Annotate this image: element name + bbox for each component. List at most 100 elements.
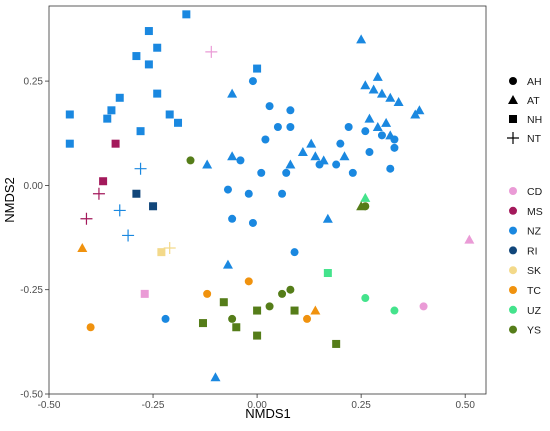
legend-color-label-sk: SK <box>527 265 541 277</box>
y-axis: -0.50 -0.25 0.00 0.25 <box>20 77 49 401</box>
point-ah-nz-92 <box>161 314 170 323</box>
point-nh-nz-9 <box>107 106 116 115</box>
point-ah-uz-103 <box>361 294 370 303</box>
point-at-tc-62 <box>310 305 321 315</box>
legend-color-sk <box>509 266 517 275</box>
point-ah-ys-94 <box>228 314 237 323</box>
legend-color-ys <box>509 325 517 334</box>
point-at-nz-50 <box>202 159 213 169</box>
point-nh-nz-5 <box>253 64 262 73</box>
point-nh-ys-27 <box>253 331 262 340</box>
point-nh-ys-23 <box>253 306 262 315</box>
point-nh-nz-8 <box>65 110 74 119</box>
point-nt-nz-32 <box>134 162 147 175</box>
color-legend: CD MS NZ RI SK TC UZ YS <box>509 186 543 337</box>
legend-color-uz <box>509 305 517 314</box>
point-ah-ys-97 <box>265 302 274 311</box>
point-ah-tc-100 <box>244 277 253 286</box>
point-nt-nz-34 <box>122 229 135 242</box>
point-at-nz-36 <box>356 34 367 44</box>
legend-color-label-ri: RI <box>527 245 538 257</box>
point-ah-uz-104 <box>390 306 399 315</box>
point-ah-tc-101 <box>303 314 312 323</box>
point-nh-uz-21 <box>323 269 332 278</box>
point-ah-nz-75 <box>390 135 399 144</box>
point-ah-nz-71 <box>344 122 353 131</box>
x-tick-label-3: 0.25 <box>351 400 371 411</box>
point-at-tc-61 <box>77 242 88 252</box>
point-nh-nz-2 <box>153 43 162 52</box>
point-ah-nz-66 <box>248 77 257 86</box>
point-at-nz-54 <box>310 151 321 161</box>
point-ah-nz-67 <box>265 102 274 111</box>
x-tick-label-4: 0.50 <box>455 400 475 411</box>
point-ah-ys-96 <box>286 285 295 294</box>
legend-shape-label-at: AT <box>527 95 540 107</box>
point-at-nz-59 <box>222 259 233 269</box>
points-layer <box>65 10 475 382</box>
y-tick-label-2: 0.00 <box>24 181 44 192</box>
point-at-nz-57 <box>285 159 296 169</box>
point-ah-tc-102 <box>86 323 95 332</box>
point-ah-nz-73 <box>377 131 386 140</box>
point-ah-nz-84 <box>348 168 357 177</box>
point-ah-nz-70 <box>286 122 295 131</box>
legend-color-label-ms: MS <box>527 206 543 218</box>
point-ah-nz-74 <box>261 135 270 144</box>
point-nh-nz-13 <box>65 139 74 148</box>
point-ah-cd-105 <box>419 302 428 311</box>
point-nt-nz-33 <box>113 204 126 217</box>
point-at-uz-63 <box>360 192 371 202</box>
point-at-nz-51 <box>227 151 238 161</box>
point-nh-ri-17 <box>132 189 141 198</box>
legend-shape-nt <box>507 132 519 144</box>
x-tick-label-0: -0.50 <box>38 400 61 411</box>
point-at-nz-40 <box>376 88 387 98</box>
point-nh-nz-11 <box>165 110 174 119</box>
point-at-nz-45 <box>227 88 238 98</box>
point-at-nz-58 <box>322 213 333 223</box>
point-nh-ri-18 <box>149 202 158 211</box>
legend-shape-label-nt: NT <box>527 133 542 145</box>
legend-color-label-ys: YS <box>527 325 541 337</box>
legend-color-nz <box>509 226 517 235</box>
point-ah-ys-93 <box>186 156 195 165</box>
point-nh-sk-19 <box>157 248 166 257</box>
legend-shape-label-ah: AH <box>527 76 542 88</box>
point-nt-sk-35 <box>163 241 176 254</box>
point-at-nz-46 <box>364 113 375 123</box>
point-ah-nz-86 <box>223 185 232 194</box>
point-nh-ms-16 <box>99 177 108 186</box>
y-tick-label-3: 0.25 <box>24 77 44 88</box>
point-nh-ms-15 <box>111 139 120 148</box>
legend-color-ms <box>509 206 517 215</box>
point-nh-nz-0 <box>182 10 191 19</box>
point-nh-nz-3 <box>132 52 141 61</box>
point-ah-nz-78 <box>390 143 399 152</box>
point-at-nz-47 <box>372 121 383 131</box>
point-at-nz-52 <box>306 138 317 148</box>
point-ah-nz-72 <box>361 127 370 136</box>
point-at-nz-38 <box>368 84 379 94</box>
point-at-nz-39 <box>372 71 383 81</box>
point-nt-ms-30 <box>92 187 105 200</box>
point-nh-ys-24 <box>290 306 299 315</box>
point-nh-nz-1 <box>144 27 153 36</box>
point-ah-nz-82 <box>315 160 324 169</box>
point-ah-nz-81 <box>282 168 291 177</box>
point-ah-nz-88 <box>278 189 287 198</box>
x-tick-label-2: 0.00 <box>247 400 267 411</box>
shape-legend: AH AT NH NT <box>507 76 542 145</box>
point-at-cd-65 <box>464 234 475 244</box>
point-nh-ys-28 <box>332 339 341 348</box>
point-at-nz-53 <box>297 147 308 157</box>
y-tick-label-0: -0.50 <box>20 390 43 401</box>
point-nh-nz-14 <box>174 118 183 127</box>
point-ah-nz-87 <box>244 189 253 198</box>
legend-shape-ah <box>509 77 517 85</box>
legend-color-label-nz: NZ <box>527 226 542 238</box>
point-at-nz-37 <box>360 80 371 90</box>
legend-color-label-cd: CD <box>527 186 543 198</box>
legend-shape-label-nh: NH <box>527 114 542 126</box>
y-axis-title: NMDS2 <box>2 177 17 223</box>
